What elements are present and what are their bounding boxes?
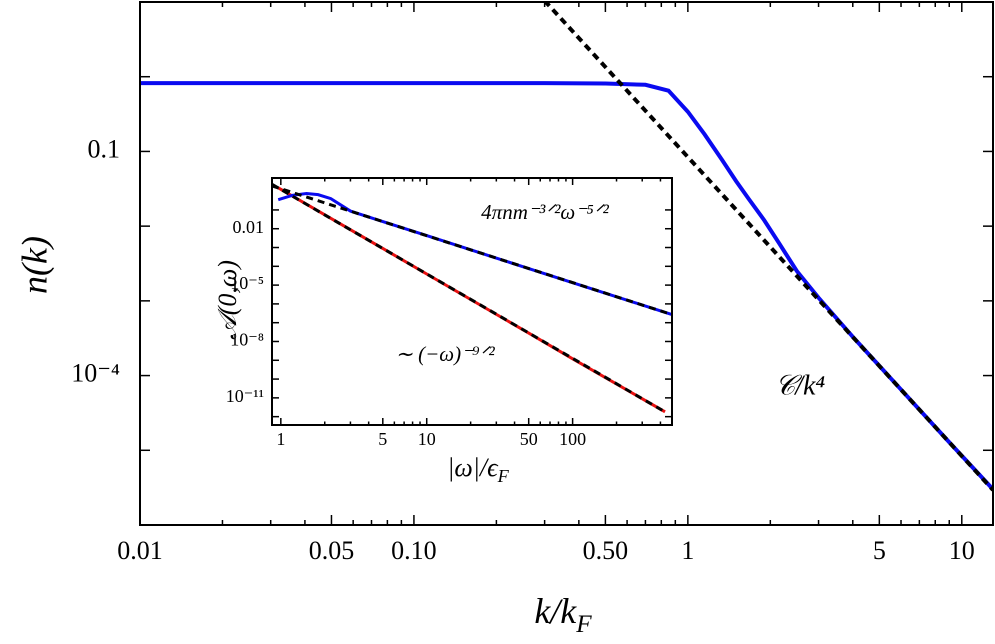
- x-tick-label: 100: [559, 429, 586, 449]
- series-line: [272, 184, 672, 317]
- x-tick-label: 0.10: [391, 536, 437, 565]
- x-tick-label: 0.50: [583, 536, 629, 565]
- x-tick-label: 50: [520, 429, 538, 449]
- y-tick-label: 0.1: [88, 134, 121, 163]
- y-tick-label: 0.01: [233, 217, 265, 237]
- y-axis-label: 𝒜(0,ω): [213, 260, 242, 340]
- x-axis-label: |ω|/ϵF: [447, 453, 509, 486]
- x-tick-label: 1: [681, 536, 694, 565]
- x-axis-label-sub: F: [497, 466, 510, 486]
- x-tick-label: 5: [873, 536, 886, 565]
- plot: 0.01 0.05 0.10 0.50 1 5 100.110⁻⁴k/kFn(k)𝒞/k⁴: [14, 1, 994, 638]
- annotation: 𝒞/k⁴: [775, 370, 826, 401]
- y-tick-label: 10⁻¹¹: [226, 386, 264, 406]
- x-tick-label: 5: [378, 429, 387, 449]
- plot-frame: [139, 1, 994, 526]
- series-line: [272, 183, 666, 414]
- plot: 1 5 10 50 100 0.01 10⁻⁵ 10⁻⁸ 10⁻¹¹ |ω|/ϵF 𝒜(0,ω) 4π…: [213, 177, 673, 486]
- y-tick-label: 10⁻⁵: [230, 273, 264, 293]
- series-group: [140, 2, 993, 492]
- x-tick-label: 10: [418, 429, 436, 449]
- series-line: [543, 2, 993, 492]
- y-axis-label: n(k): [14, 236, 54, 294]
- x-tick-label: 10: [949, 536, 975, 565]
- x-tick-label: 1: [276, 429, 285, 449]
- annotation: ∼ (−ω)⁻⁹ᐟ²: [395, 342, 495, 366]
- x-axis-label-sub: F: [575, 611, 592, 638]
- x-axis-label-main: k/k: [534, 591, 577, 631]
- x-axis-label: k/kF: [534, 591, 592, 637]
- y-tick-label: 10⁻⁸: [230, 330, 264, 350]
- y-tick-label: 10⁻⁴: [71, 359, 120, 388]
- x-axis-label-main: |ω|/ϵ: [447, 453, 499, 482]
- series-line: [140, 81, 993, 491]
- series-group: [272, 183, 672, 414]
- x-tick-label: 0.01: [117, 536, 163, 565]
- x-tick-label: 0.05: [309, 536, 355, 565]
- annotation: 4πnm⁻³ᐟ²ω⁻⁵ᐟ²: [481, 200, 609, 224]
- plot-frame: [271, 177, 673, 426]
